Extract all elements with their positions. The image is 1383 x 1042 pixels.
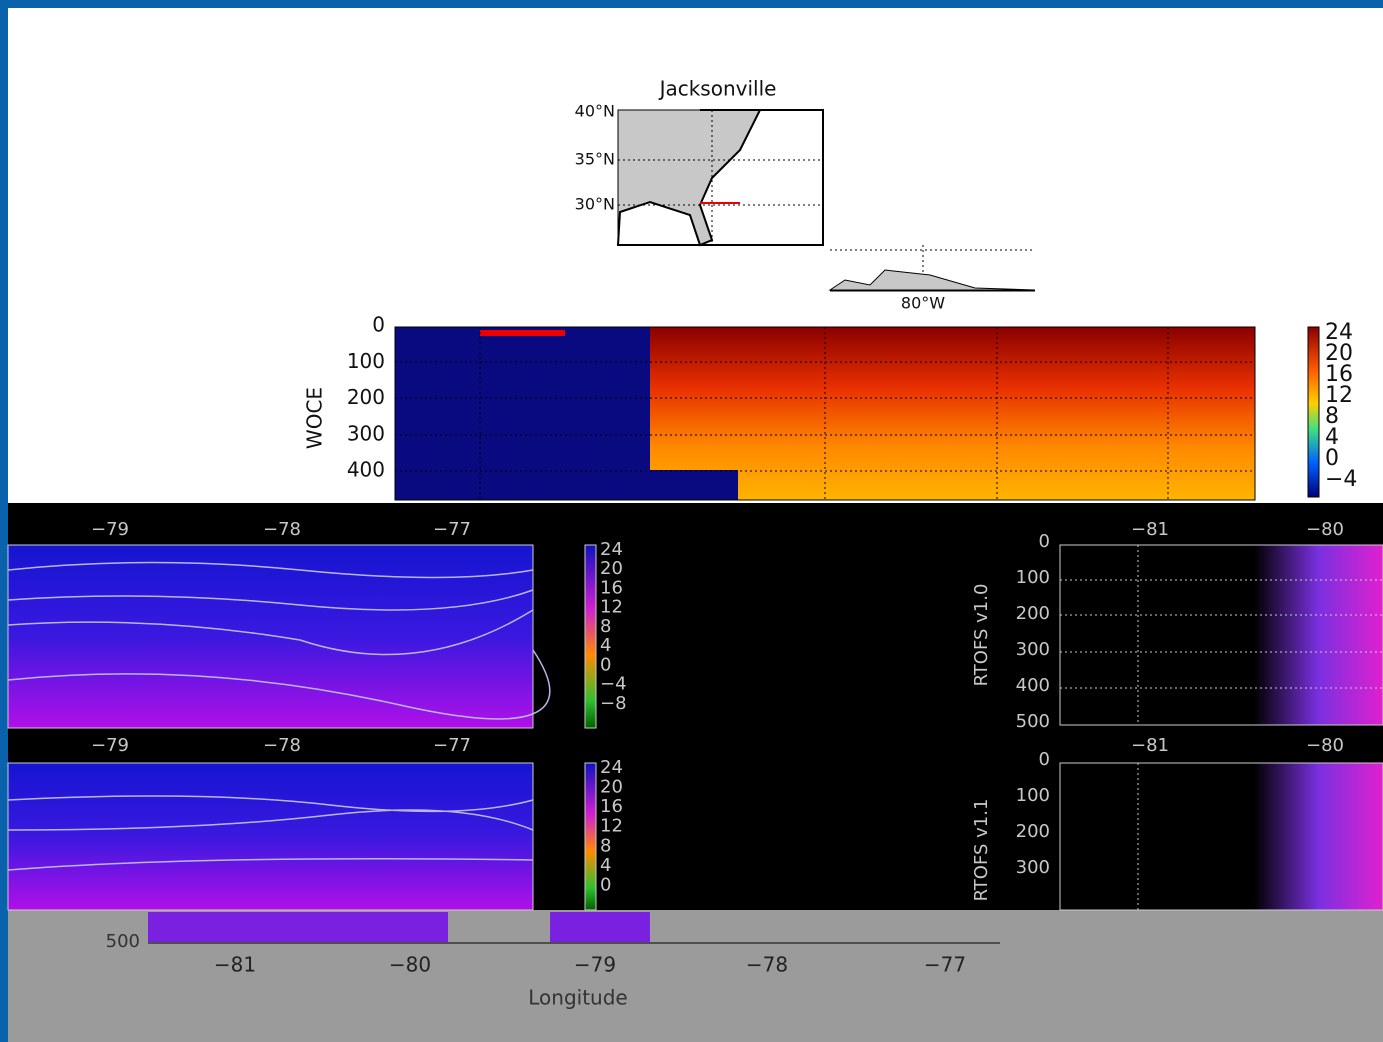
woce-cold-block bbox=[650, 470, 738, 500]
woce-grid bbox=[395, 327, 1255, 500]
colorbar-label: 12 bbox=[600, 816, 623, 837]
y-tick-label: 200 bbox=[347, 385, 385, 409]
colorbar-label: 24 bbox=[600, 539, 623, 560]
right-grid bbox=[1060, 545, 1383, 910]
x-tick-label: −81 bbox=[214, 953, 256, 977]
lon-label: 80°W bbox=[901, 294, 945, 313]
x-tick-label: −81 bbox=[1131, 519, 1169, 540]
colorbar-label: 8 bbox=[1325, 404, 1339, 429]
y-tick-label: 100 bbox=[1016, 567, 1050, 588]
x-tick-label: −81 bbox=[1131, 735, 1169, 756]
bottom-labels: 500 −81 −80 −79 −78 −77 Longitude bbox=[106, 931, 966, 1010]
colorbar-label: 24 bbox=[1325, 320, 1353, 345]
x-tick-label: −78 bbox=[263, 735, 301, 756]
x-tick-label: −77 bbox=[433, 519, 471, 540]
lat-label: 40°N bbox=[575, 102, 615, 121]
y-tick-label: 200 bbox=[1016, 821, 1050, 842]
y-tick-label: 200 bbox=[1016, 603, 1050, 624]
glitch-block bbox=[148, 912, 448, 942]
map-title: Jacksonville bbox=[658, 77, 777, 101]
colorbar-label: 24 bbox=[600, 757, 623, 778]
lat-label: 30°N bbox=[575, 195, 615, 214]
x-tick-label: −79 bbox=[574, 953, 616, 977]
x-tick-label: −77 bbox=[433, 735, 471, 756]
v11-right-field bbox=[1059, 762, 1383, 911]
y-tick-label: 300 bbox=[1016, 639, 1050, 660]
colorbar-label: 8 bbox=[600, 616, 611, 637]
y-tick-label: 500 bbox=[1016, 711, 1050, 732]
colorbar-label: 4 bbox=[1325, 425, 1339, 450]
map-fragment bbox=[828, 269, 1036, 291]
colorbar-label: 12 bbox=[600, 597, 623, 618]
x-tick-label: −80 bbox=[1306, 519, 1344, 540]
y-tick-label: 300 bbox=[1016, 857, 1050, 878]
v11-left-field bbox=[7, 762, 534, 911]
x-tick-label: −80 bbox=[389, 953, 431, 977]
y-tick-label: 0 bbox=[372, 313, 385, 337]
map-ocean bbox=[616, 109, 824, 247]
y-tick-label: 400 bbox=[347, 458, 385, 482]
v10-left-field bbox=[7, 544, 534, 729]
v10-right-field bbox=[1059, 544, 1383, 726]
colorbar-label: 8 bbox=[600, 835, 611, 856]
colorbar-label: −4 bbox=[1325, 467, 1357, 492]
y-axis-label: RTOFS v1.0 bbox=[971, 584, 992, 687]
x-tick-label: −77 bbox=[924, 953, 966, 977]
colorbar-label: 12 bbox=[1325, 383, 1353, 408]
lat-labels: 40°N 35°N 30°N bbox=[575, 102, 615, 214]
glitch-block bbox=[550, 912, 650, 942]
x-tick-label: −78 bbox=[746, 953, 788, 977]
x-tick-label: −79 bbox=[91, 519, 129, 540]
v10-colorbar bbox=[584, 544, 597, 729]
x-tick-label: −80 bbox=[1306, 735, 1344, 756]
x-tick-label: −79 bbox=[91, 735, 129, 756]
y-tick-label: 100 bbox=[1016, 785, 1050, 806]
y-tick-label: 300 bbox=[347, 421, 385, 445]
woce-warm-strip bbox=[480, 330, 565, 336]
colorbar-label: 0 bbox=[600, 874, 611, 895]
colorbar-label: 16 bbox=[600, 796, 623, 817]
y-tick-label: 100 bbox=[347, 349, 385, 373]
lat-label: 35°N bbox=[575, 150, 615, 169]
y-tick-label: 400 bbox=[1016, 675, 1050, 696]
v11-colorbar bbox=[584, 762, 597, 911]
y-tick-label: 0 bbox=[1039, 531, 1050, 552]
y-tick-label: 0 bbox=[1039, 749, 1050, 770]
woce-colorbar bbox=[1307, 326, 1320, 498]
colorbar-label: −8 bbox=[600, 693, 627, 714]
colorbar-label: 16 bbox=[600, 577, 623, 598]
panel-labels: −79 −78 −77 −81 −800100200300400500242016128… bbox=[91, 519, 1344, 901]
colorbar-label: −4 bbox=[600, 674, 627, 695]
woce-cold bbox=[395, 327, 650, 500]
x-tick-label: −78 bbox=[263, 519, 301, 540]
map-grid bbox=[618, 110, 1035, 290]
isolines bbox=[7, 561, 551, 871]
woce-ylabel: WOCE bbox=[303, 387, 327, 449]
colorbar-label: 0 bbox=[1325, 446, 1339, 471]
y-tick-label: 500 bbox=[106, 931, 140, 952]
colorbar-label: 20 bbox=[600, 558, 623, 579]
colorbar-label: 0 bbox=[600, 654, 611, 675]
colorbar-label: 4 bbox=[600, 855, 611, 876]
colorbar-label: 20 bbox=[1325, 341, 1353, 366]
colorbar-label: 16 bbox=[1325, 362, 1353, 387]
colorbar-label: 20 bbox=[600, 777, 623, 798]
x-axis-label: Longitude bbox=[528, 986, 627, 1010]
woce-frame bbox=[394, 326, 1256, 501]
y-axis-label: RTOFS v1.1 bbox=[971, 799, 992, 902]
colorbar-label: 4 bbox=[600, 635, 611, 656]
